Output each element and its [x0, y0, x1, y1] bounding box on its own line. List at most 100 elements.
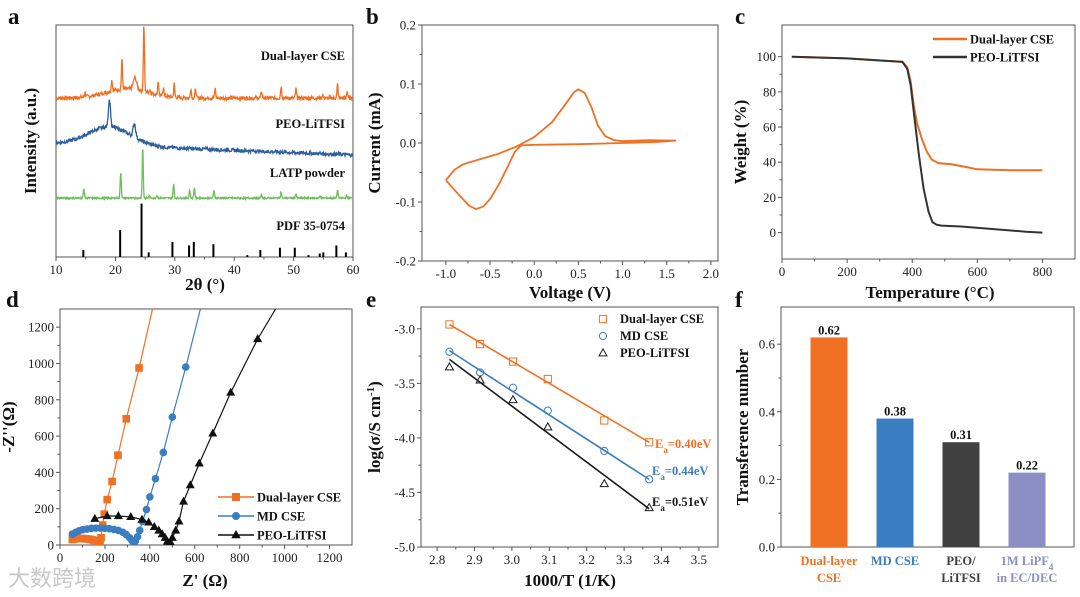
tga-curve-1	[791, 55, 1043, 234]
eis-line-1	[72, 309, 201, 544]
y-axis-title: Weight (%)	[731, 100, 750, 185]
x-tick-label: 3.0	[504, 552, 520, 567]
y-axis-title: -Z''(Ω)	[0, 401, 18, 452]
panel-e: e 2.8 2.9 3.0 3.1 3.2 3.3 3.4 3.5 -5.0 -4.5 -4.0 -3.…	[365, 287, 719, 590]
data-point	[133, 533, 142, 541]
panel-label: d	[6, 287, 19, 312]
x-tick-label: 3.5	[691, 552, 707, 567]
data-point	[96, 540, 104, 545]
data-point	[543, 406, 552, 415]
data-point	[599, 478, 610, 488]
y-tick-label: 200	[35, 501, 55, 516]
ea-value: =0.44eV	[665, 464, 709, 478]
activation-energy-label: Ea=0.44eV	[652, 464, 708, 482]
data-point	[645, 475, 654, 484]
x-axis-title: 1000/T (1/K)	[524, 571, 616, 590]
y-tick-label: 80	[763, 84, 776, 99]
data-point	[185, 480, 195, 489]
data-point	[644, 502, 654, 512]
panel-label: f	[735, 287, 743, 312]
y-tick-label: 60	[763, 120, 776, 135]
legend-label: PEO-LiTFSI	[970, 51, 1040, 65]
bar-value-label: 0.22	[1016, 459, 1038, 473]
xrd-pattern-2	[55, 149, 354, 202]
y-tick-label: 400	[35, 465, 55, 480]
panel-label: e	[366, 287, 376, 312]
series-label: LATP powder	[270, 166, 346, 180]
data-point	[144, 517, 154, 526]
activation-energy-label: Ea=0.40eV	[655, 437, 711, 455]
x-tick-label: 400	[902, 264, 922, 279]
legend-label: Dual-layer CSE	[620, 312, 704, 326]
x-tick-label: 1.5	[659, 266, 675, 281]
fit-line-2	[448, 358, 650, 510]
y-tick-label: 0.6	[759, 337, 776, 352]
data-point	[90, 513, 100, 522]
data-point	[142, 505, 151, 514]
y-tick-label: 20	[763, 190, 776, 205]
data-point	[167, 532, 177, 541]
bar-value-label: 0.38	[884, 405, 906, 419]
plot-frame	[59, 308, 353, 546]
legend-marker	[598, 314, 608, 324]
bar-0	[810, 337, 848, 547]
bar-3	[1008, 472, 1046, 547]
y-tick-label: 0.4	[759, 404, 776, 419]
data-point	[122, 415, 131, 423]
series-label: Dual-layer CSE	[261, 49, 345, 63]
data-point	[475, 374, 485, 384]
panel-c: c 0 200 400 600 800 0 20 40 60 80 100 Temperature (°…	[731, 4, 1076, 302]
legend-marker	[598, 347, 608, 357]
x-tick-label: 600	[185, 550, 205, 565]
y-tick-label: 0.0	[400, 136, 416, 151]
legend-marker	[232, 493, 240, 501]
ea-subscript: a	[660, 472, 665, 482]
category-subscript: 4	[1049, 562, 1054, 572]
data-point	[208, 428, 218, 437]
data-point	[151, 474, 160, 483]
y-axis-title: Intensity (a.u.)	[21, 88, 40, 194]
y-tick-label: -3.0	[394, 321, 415, 336]
y-tick-label: -0.2	[395, 254, 416, 269]
x-tick-label: 3.4	[653, 552, 670, 567]
y-tick-label: 40	[763, 155, 776, 170]
data-point	[174, 516, 184, 525]
data-point	[179, 496, 189, 505]
data-point	[253, 334, 263, 343]
legend-label: PEO-LiTFSI	[620, 346, 690, 360]
y-tick-label: 600	[35, 429, 55, 444]
x-tick-label: 3.3	[616, 552, 632, 567]
ea-symbol: E	[652, 495, 660, 509]
x-tick-label: 40	[228, 262, 241, 277]
category-line1: Dual-layer	[801, 554, 858, 568]
data-point	[445, 347, 454, 356]
x-tick-label: 200	[95, 550, 115, 565]
y-axis-title: log(σ/S cm-1)	[365, 381, 384, 473]
category-line2: CSE	[817, 571, 841, 585]
y-tick-label: 800	[35, 392, 55, 407]
category-label: PEO/	[946, 554, 976, 568]
data-point	[445, 320, 454, 329]
x-tick-label: 1.0	[614, 266, 630, 281]
legend-marker	[231, 529, 241, 539]
legend-label: Dual-layer CSE	[257, 491, 341, 505]
x-axis-title: 2θ (°)	[185, 275, 225, 294]
data-point	[102, 511, 112, 520]
data-point	[181, 363, 190, 371]
plot-frame	[780, 306, 1075, 548]
data-point	[154, 525, 164, 534]
y-title-sup: -1	[365, 387, 377, 396]
series-label: PEO-LiTFSI	[276, 117, 346, 131]
x-tick-label: 1200	[317, 550, 343, 565]
y-tick-label: -0.1	[395, 195, 416, 210]
x-tick-label: 0	[779, 264, 786, 279]
y-axis-title: Transference number	[733, 348, 752, 505]
ea-subscript: a	[663, 445, 668, 455]
legend-label: MD CSE	[257, 510, 305, 524]
category-label: 1M LiPF4	[1001, 554, 1054, 572]
series-label: PDF 35-0754	[276, 219, 345, 233]
category-line1: MD CSE	[871, 554, 919, 568]
data-point	[114, 451, 122, 459]
data-point	[168, 413, 177, 421]
data-point	[542, 421, 553, 431]
